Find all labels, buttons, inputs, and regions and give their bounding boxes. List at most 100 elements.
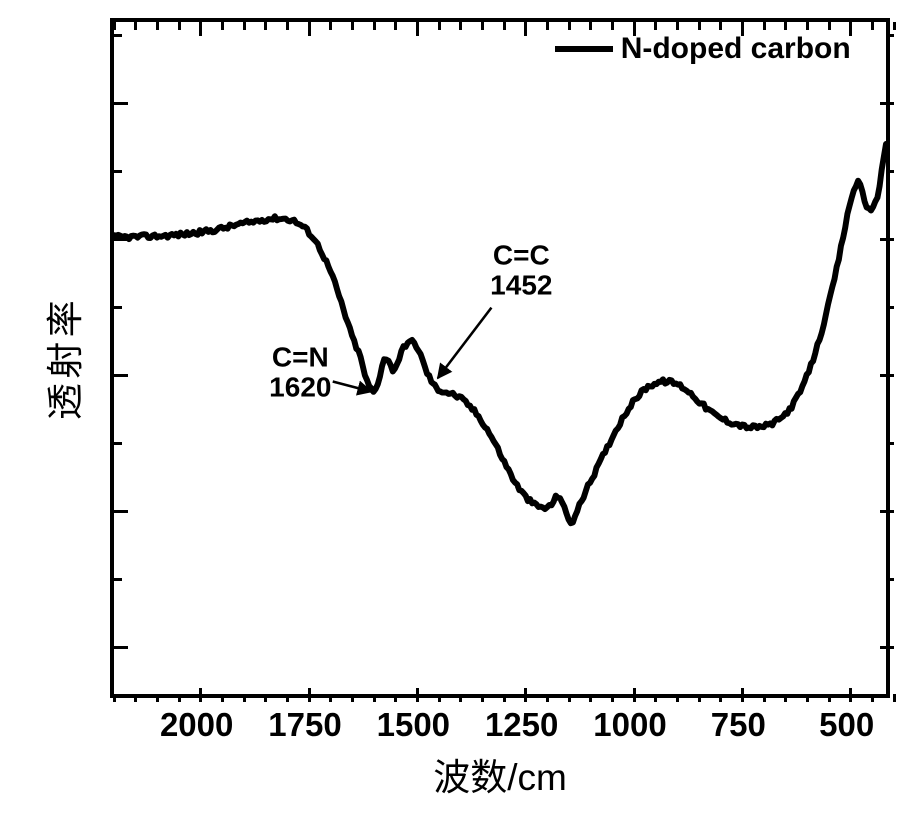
axis-tick <box>286 694 289 702</box>
axis-tick <box>568 22 571 30</box>
axis-tick <box>886 306 894 309</box>
x-tick-label: 1500 <box>377 706 450 744</box>
axis-tick <box>828 694 831 702</box>
axis-tick <box>741 688 744 702</box>
spectrum-svg <box>114 22 886 694</box>
axis-tick <box>654 694 657 702</box>
axis-tick <box>178 694 181 702</box>
axis-tick <box>886 442 894 445</box>
axis-tick <box>880 238 894 241</box>
axis-tick <box>676 22 679 30</box>
axis-tick <box>114 306 122 309</box>
ftir-figure: N-doped carbon C=N1620C=C1452 波数/cm 透射率 … <box>0 0 913 825</box>
axis-tick <box>828 22 831 30</box>
axis-tick <box>589 694 592 702</box>
axis-tick <box>806 694 809 702</box>
axis-tick <box>633 22 636 36</box>
axis-tick <box>308 22 311 36</box>
axis-tick <box>329 694 332 702</box>
axis-tick <box>221 22 224 30</box>
axis-tick <box>199 688 202 702</box>
annotation-cc: C=C1452 <box>490 241 552 300</box>
spectrum-line <box>114 144 886 523</box>
axis-tick <box>373 694 376 702</box>
axis-tick <box>503 694 506 702</box>
axis-tick <box>806 22 809 30</box>
axis-tick <box>880 374 894 377</box>
axis-tick <box>438 694 441 702</box>
axis-tick <box>880 510 894 513</box>
axis-tick <box>243 694 246 702</box>
axis-tick <box>264 22 267 30</box>
x-tick-label: 1750 <box>268 706 341 744</box>
axis-tick <box>394 694 397 702</box>
axis-tick <box>481 694 484 702</box>
axis-tick <box>114 578 122 581</box>
axis-tick <box>611 22 614 30</box>
axis-tick <box>611 694 614 702</box>
axis-tick <box>114 646 128 649</box>
axis-tick <box>416 688 419 702</box>
axis-tick <box>524 688 527 702</box>
axis-tick <box>676 694 679 702</box>
axis-tick <box>654 22 657 30</box>
x-tick-label: 1250 <box>485 706 558 744</box>
axis-tick <box>719 22 722 30</box>
axis-tick <box>893 22 896 30</box>
axis-tick <box>114 102 128 105</box>
axis-tick <box>763 22 766 30</box>
axis-tick <box>698 22 701 30</box>
axis-tick <box>114 170 122 173</box>
axis-tick <box>568 694 571 702</box>
axis-tick <box>871 694 874 702</box>
axis-tick <box>741 22 744 36</box>
axis-tick <box>633 688 636 702</box>
axis-tick <box>113 694 116 702</box>
axis-tick <box>438 22 441 30</box>
axis-tick <box>784 22 787 30</box>
axis-tick <box>524 22 527 36</box>
axis-tick <box>394 22 397 30</box>
axis-tick <box>871 22 874 30</box>
axis-tick <box>264 694 267 702</box>
legend-label: N-doped carbon <box>621 32 851 66</box>
axis-tick <box>459 694 462 702</box>
axis-tick <box>763 694 766 702</box>
axis-tick <box>849 22 852 36</box>
annotation-cn: C=N1620 <box>269 343 331 402</box>
axis-tick <box>114 442 122 445</box>
axis-tick <box>156 694 159 702</box>
axis-tick <box>719 694 722 702</box>
axis-tick <box>546 694 549 702</box>
x-tick-label: 1000 <box>593 706 666 744</box>
axis-tick <box>351 694 354 702</box>
axis-tick <box>221 694 224 702</box>
axis-tick <box>481 22 484 30</box>
axis-tick <box>698 694 701 702</box>
axis-tick <box>114 238 128 241</box>
legend: N-doped carbon <box>555 32 851 66</box>
axis-tick <box>134 694 137 702</box>
axis-tick <box>784 694 787 702</box>
axis-tick <box>880 102 894 105</box>
axis-tick <box>849 688 852 702</box>
x-tick-label: 500 <box>819 706 874 744</box>
axis-tick <box>199 22 202 36</box>
axis-tick <box>373 22 376 30</box>
axis-tick <box>886 34 894 37</box>
axis-tick <box>114 374 128 377</box>
axis-tick <box>546 22 549 30</box>
axis-tick <box>286 22 289 30</box>
x-tick-label: 750 <box>711 706 766 744</box>
axis-tick <box>589 22 592 30</box>
y-axis-label: 透射率 <box>35 296 89 420</box>
axis-tick <box>886 578 894 581</box>
axis-tick <box>893 694 896 702</box>
axis-tick <box>134 22 137 30</box>
axis-tick <box>114 34 122 37</box>
axis-tick <box>156 22 159 30</box>
axis-tick <box>243 22 246 30</box>
axis-tick <box>178 22 181 30</box>
legend-swatch <box>555 46 613 52</box>
axis-tick <box>329 22 332 30</box>
